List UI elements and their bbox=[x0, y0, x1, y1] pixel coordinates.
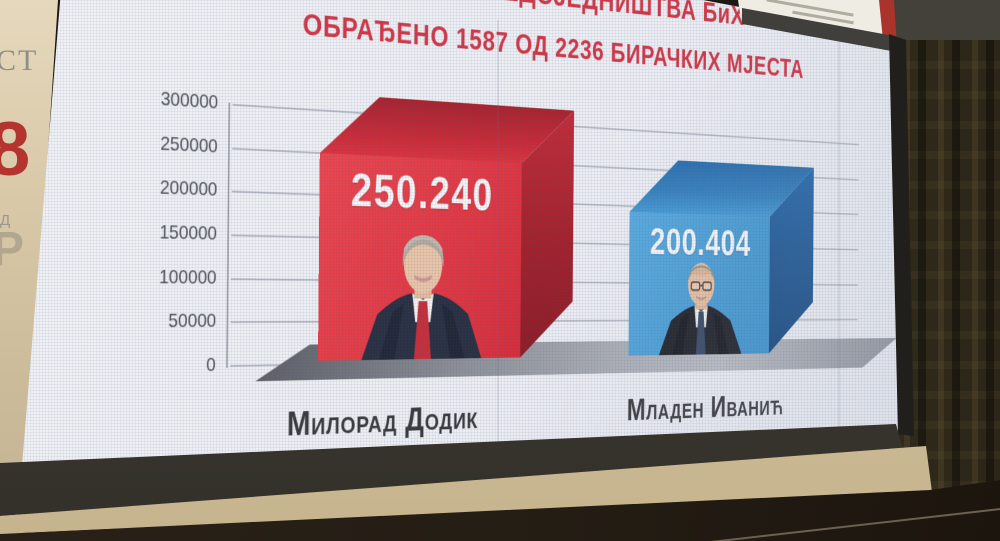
slide-content: ПРЕДСЈЕДНИШТВА БиХ ОБРАЂЕНО 1587 ОД 2236… bbox=[158, 0, 908, 443]
bar-dodik: 250.240 bbox=[318, 152, 522, 361]
wall-serif-letters: СТ bbox=[0, 44, 39, 77]
y-axis-line bbox=[226, 102, 231, 368]
led-panel-seam bbox=[838, 30, 840, 440]
ytick-label: 200000 bbox=[159, 176, 218, 201]
category-label-ivanic: Младен Иванић bbox=[626, 388, 784, 427]
wall-ghost-letter: Р bbox=[0, 223, 25, 276]
category-label-dodik: Милорад Додик bbox=[286, 399, 479, 443]
ytick-label: 100000 bbox=[158, 266, 217, 289]
ytick-label: 250000 bbox=[160, 132, 218, 158]
ytick-label: 0 bbox=[206, 354, 216, 376]
wall-red-numeral: 8 bbox=[0, 107, 31, 192]
bar-dodik-value: 250.240 bbox=[350, 164, 494, 221]
led-panel-seam bbox=[497, 20, 499, 466]
mladen-ivanic-portrait bbox=[658, 262, 742, 356]
ytick-label: 150000 bbox=[159, 221, 218, 245]
milorad-dodik-portrait bbox=[361, 234, 482, 361]
ytick-label: 50000 bbox=[168, 309, 217, 332]
ytick-label: 300000 bbox=[160, 87, 219, 114]
bar-ivanic: 200.404 bbox=[628, 211, 770, 356]
wall-small-letter: Д bbox=[0, 212, 11, 229]
